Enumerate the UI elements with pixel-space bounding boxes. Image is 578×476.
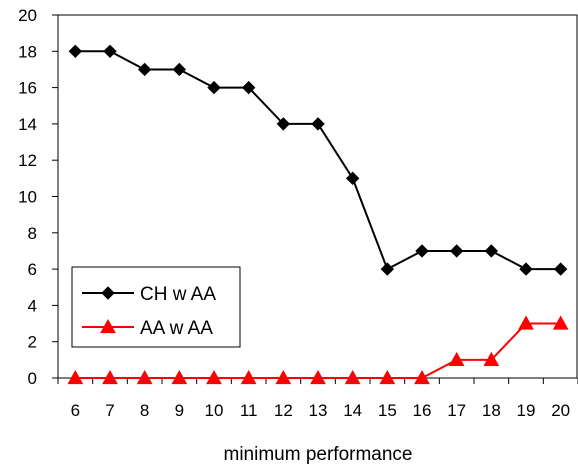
data-point (379, 369, 396, 385)
data-point (275, 369, 292, 385)
y-tick-label: 12 (18, 151, 37, 170)
legend-marker (100, 318, 116, 334)
data-point (415, 244, 429, 258)
x-axis-label: minimum performance (224, 444, 413, 465)
data-point (518, 315, 534, 330)
data-point (310, 369, 326, 385)
data-point (136, 369, 153, 385)
x-tick-label: 7 (105, 401, 114, 420)
y-tick-label: 20 (18, 6, 37, 25)
data-point (449, 244, 464, 258)
data-point (344, 369, 361, 385)
data-point (483, 351, 500, 366)
y-tick-label: 2 (28, 333, 37, 352)
series-line (75, 50, 561, 271)
data-point (207, 80, 221, 95)
data-point (137, 62, 152, 77)
legend-box (71, 266, 241, 348)
data-point (448, 351, 465, 366)
data-point (103, 44, 117, 59)
legend-label: CH w AA (140, 284, 216, 305)
data-point (484, 244, 499, 258)
x-tick-label: 15 (378, 401, 397, 420)
data-point (206, 369, 222, 385)
y-tick-label: 16 (18, 79, 37, 98)
x-tick-label: 18 (482, 401, 501, 420)
x-tick-label: 19 (517, 401, 536, 420)
x-tick-label: 8 (140, 401, 149, 420)
y-tick-label: 6 (28, 260, 37, 279)
chart-series (67, 44, 569, 385)
legend-label: AA w AA (140, 318, 213, 339)
x-tick-label: 13 (309, 401, 328, 420)
data-point (172, 62, 187, 77)
x-axis-ticks: 6 7 8 9 10 11 12 13 14 15 16 17 18 19 20 (57, 378, 578, 420)
x-tick-label: 12 (274, 401, 293, 420)
x-tick-label: 17 (447, 401, 466, 420)
data-point (345, 171, 360, 186)
x-tick-label: 14 (343, 401, 362, 420)
data-point (102, 369, 118, 385)
y-tick-label: 14 (18, 115, 37, 134)
data-point (414, 369, 430, 385)
legend-marker (101, 286, 115, 300)
x-tick-label: 10 (205, 401, 224, 420)
y-tick-label: 10 (18, 188, 37, 207)
legend-item: AA w AA (82, 318, 213, 339)
data-point (311, 117, 325, 131)
data-point (380, 262, 395, 276)
y-tick-label: 8 (28, 224, 37, 243)
data-point (68, 44, 83, 59)
data-point (240, 369, 257, 385)
y-tick-label: 18 (18, 42, 37, 61)
chart-legend: CH w AA AA w AA (71, 266, 241, 348)
data-point (519, 262, 533, 276)
y-axis-ticks: 0 2 4 6 8 10 12 14 16 18 20 (18, 6, 58, 388)
y-tick-label: 4 (28, 296, 37, 315)
x-tick-label: 6 (71, 401, 80, 420)
data-point (552, 315, 569, 330)
x-tick-label: 9 (175, 401, 184, 420)
x-tick-label: 16 (413, 401, 432, 420)
data-point (241, 80, 256, 95)
legend-item: CH w AA (82, 284, 216, 305)
data-point (171, 369, 188, 385)
series-2 (67, 315, 569, 385)
series-1 (68, 44, 568, 276)
data-point (276, 117, 291, 131)
y-tick-label: 0 (28, 369, 37, 388)
data-point (553, 262, 568, 276)
x-tick-label: 11 (240, 401, 258, 420)
data-point (67, 369, 84, 385)
x-tick-label: 20 (551, 401, 570, 420)
